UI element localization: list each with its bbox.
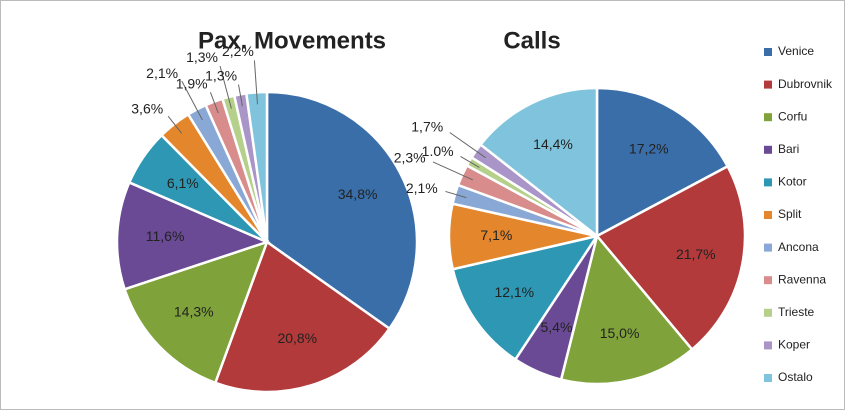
leader-line (445, 190, 467, 199)
data-label: 1,3% (186, 49, 218, 65)
data-label: 2,2% (222, 43, 254, 59)
legend-swatch (764, 48, 772, 56)
legend-label: Venice (778, 44, 814, 58)
leader-line (181, 80, 203, 121)
pie-slice (123, 239, 270, 385)
legend-label: Koper (778, 338, 810, 352)
data-label: 7,1% (480, 227, 512, 243)
leader-line (238, 84, 243, 107)
leader-line (460, 155, 480, 168)
legend-label: Split (778, 207, 802, 221)
data-label: 1,9% (176, 76, 208, 92)
data-label: 1.0% (422, 143, 454, 159)
legend-label: Trieste (778, 305, 815, 319)
legend-swatch (764, 374, 772, 382)
legend-label: Bari (778, 142, 799, 156)
data-label: 1,3% (205, 67, 237, 83)
data-label: 12,1% (494, 284, 534, 300)
leader-line (167, 115, 183, 134)
legend-swatch (764, 243, 772, 252)
data-label: 2,1% (146, 65, 178, 81)
chart-title: Calls (503, 27, 560, 54)
legend-swatch (764, 276, 772, 285)
leader-line (432, 161, 474, 181)
data-label: 14,3% (174, 304, 214, 320)
legend-label: Ravenna (778, 272, 826, 286)
leader-line (253, 60, 258, 105)
data-label: 5,4% (540, 319, 572, 335)
data-label: 21,7% (676, 246, 716, 262)
legend-label: Corfu (778, 109, 807, 123)
data-label: 20,8% (277, 330, 317, 346)
pie-slice (559, 233, 694, 386)
data-label: 14,4% (533, 136, 573, 152)
pie-slice (595, 86, 730, 239)
chart-title: Pax. Movements (198, 27, 386, 54)
legend-swatch (764, 145, 772, 154)
pie-slice (595, 164, 747, 352)
legend-swatch (764, 341, 772, 350)
legend-swatch (764, 308, 772, 317)
pie-slice (478, 86, 599, 239)
legend-swatch (764, 211, 772, 219)
pie-slice (213, 240, 392, 394)
legend-label: Ostalo (778, 370, 813, 384)
data-label: 15,0% (600, 325, 640, 341)
data-label: 2,3% (394, 149, 426, 165)
data-label: 2,1% (406, 180, 438, 196)
legend-swatch (764, 80, 772, 89)
legend-swatch (764, 113, 772, 122)
legend-swatch (764, 178, 772, 187)
data-label: 17,2% (629, 140, 669, 156)
pie-slice (451, 234, 600, 362)
pie-slice (265, 90, 419, 331)
data-label: 34,8% (338, 186, 378, 202)
legend-label: Dubrovnik (778, 77, 833, 91)
legend-label: Kotor (778, 175, 807, 189)
legend-label: Ancona (778, 240, 819, 254)
leader-line (449, 132, 486, 159)
data-label: 3,6% (131, 101, 163, 117)
leader-line (219, 66, 232, 109)
data-label: 6,1% (167, 175, 199, 191)
data-label: 11,6% (146, 228, 185, 244)
pie-slice (115, 180, 271, 291)
data-label: 1,7% (411, 119, 443, 135)
leader-line (209, 92, 219, 114)
